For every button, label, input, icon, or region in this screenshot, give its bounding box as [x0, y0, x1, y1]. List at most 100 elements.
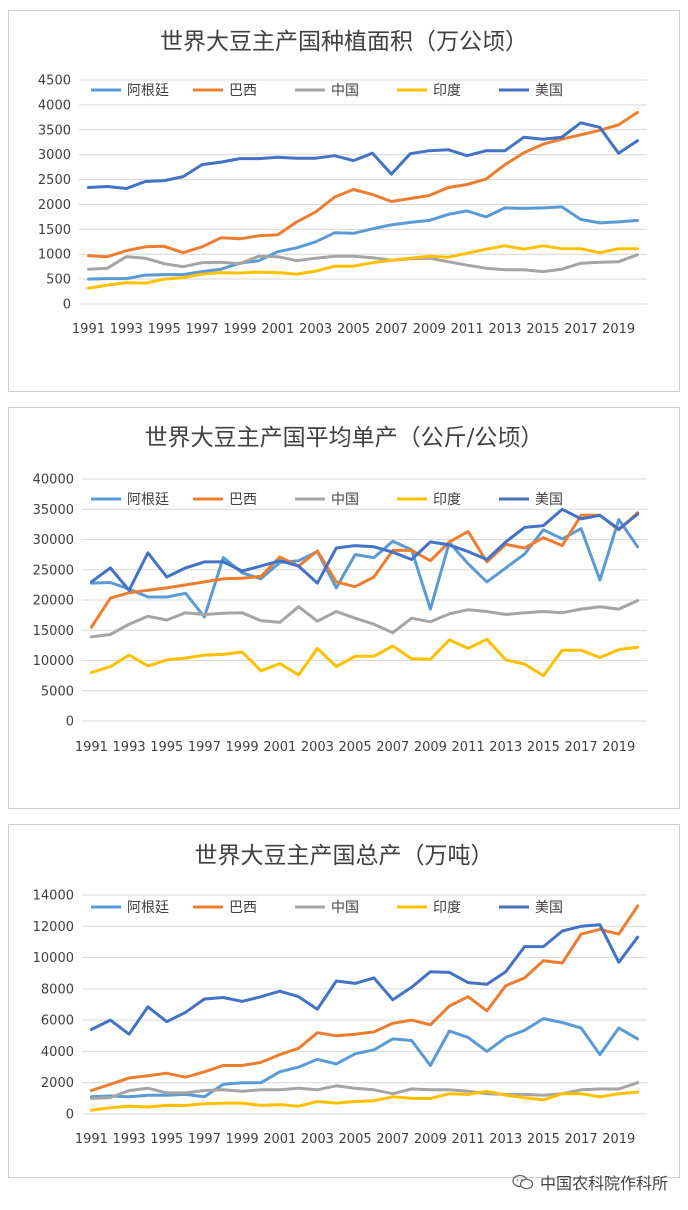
series-line	[89, 1017, 640, 1099]
y-tick-label: 4000	[41, 1045, 74, 1060]
x-tick-label: 1995	[148, 322, 181, 337]
x-tick-label: 2007	[376, 740, 409, 755]
y-tick-label: 8000	[41, 982, 74, 997]
legend-item: 美国	[499, 900, 563, 916]
chart-title: 世界大豆主产国总产（万吨）	[195, 843, 494, 869]
y-tick-label: 500	[46, 273, 71, 288]
y-tick-label: 2000	[41, 1076, 74, 1091]
x-tick-label: 2005	[339, 740, 372, 755]
legend-item: 中国	[295, 900, 359, 916]
legend-label: 中国	[331, 900, 359, 916]
x-tick-label: 2017	[564, 322, 597, 337]
x-tick-label: 1995	[150, 1132, 183, 1147]
legend-item: 阿根廷	[91, 492, 169, 508]
x-tick-label: 2001	[263, 740, 296, 755]
legend-item: 巴西	[193, 900, 257, 916]
y-tick-label: 40000	[33, 473, 74, 488]
legend-label: 阿根廷	[127, 900, 169, 916]
y-tick-label: 0	[63, 298, 71, 313]
x-tick-label: 2011	[452, 740, 485, 755]
x-tick-label: 1991	[75, 740, 108, 755]
y-tick-label: 35000	[33, 503, 74, 518]
x-tick-label: 1997	[188, 740, 221, 755]
series-line	[89, 904, 640, 1092]
production-chart-panel: 世界大豆主产国总产（万吨） 0 2000 4000 6000 8000 10000 12000…	[8, 824, 680, 1178]
x-tick-label: 2003	[299, 322, 332, 337]
y-tick-label: 20000	[33, 594, 74, 609]
y-tick-label: 14000	[33, 889, 74, 904]
series-line	[87, 110, 639, 259]
x-tick-label: 2009	[414, 740, 447, 755]
y-tick-label: 10000	[33, 951, 74, 966]
y-tick-label: 2500	[38, 173, 71, 188]
chart-title: 世界大豆主产国平均单产（公斤/公顷）	[145, 425, 544, 451]
legend-label: 美国	[535, 492, 563, 508]
legend-item: 美国	[499, 492, 563, 508]
x-tick-label: 1993	[113, 1132, 146, 1147]
x-tick-label: 1993	[113, 740, 146, 755]
legend-label: 中国	[331, 492, 359, 508]
x-tick-label: 2011	[452, 1132, 485, 1147]
y-tick-label: 1500	[38, 223, 71, 238]
x-tick-label: 1991	[75, 1132, 108, 1147]
x-tick-label: 2015	[527, 740, 560, 755]
series-line	[89, 511, 640, 629]
x-tick-label: 2019	[602, 740, 635, 755]
x-tick-label: 2009	[414, 1132, 447, 1147]
yield-chart-panel: 世界大豆主产国平均单产（公斤/公顷） 0 5000 10000 15000 20000 25…	[8, 407, 680, 809]
x-tick-label: 2019	[602, 1132, 635, 1147]
series-line	[89, 599, 640, 639]
legend-label: 中国	[331, 83, 359, 99]
legend-item: 巴西	[193, 83, 257, 99]
series-line	[87, 121, 639, 190]
x-tick-label: 2009	[413, 322, 446, 337]
legend-item: 阿根廷	[91, 900, 169, 916]
x-tick-label: 2015	[526, 322, 559, 337]
legend-item: 巴西	[193, 492, 257, 508]
legend-label: 印度	[433, 492, 461, 508]
x-tick-label: 2013	[488, 322, 521, 337]
x-tick-label: 2013	[489, 1132, 522, 1147]
legend-item: 印度	[397, 900, 461, 916]
legend-label: 巴西	[229, 83, 257, 99]
area-chart: 世界大豆主产国种植面积（万公顷） 0 500 1000 1500 2000 2500 3000…	[38, 29, 647, 337]
x-tick-label: 2001	[261, 322, 294, 337]
x-tick-label: 2017	[565, 740, 598, 755]
x-tick-label: 2011	[451, 322, 484, 337]
watermark: 中国农科院作科所	[512, 1170, 668, 1194]
x-tick-label: 2005	[337, 322, 370, 337]
x-tick-label: 1995	[150, 740, 183, 755]
y-tick-label: 30000	[33, 533, 74, 548]
y-tick-label: 1000	[38, 248, 71, 263]
x-tick-label: 2019	[602, 322, 635, 337]
y-tick-label: 3000	[38, 148, 71, 163]
watermark-text: 中国农科院作科所	[539, 1174, 668, 1193]
x-tick-label: 1997	[188, 1132, 221, 1147]
series-line	[89, 507, 640, 592]
x-tick-label: 1999	[226, 1132, 259, 1147]
production-chart: 世界大豆主产国总产（万吨） 0 2000 4000 6000 8000 10000 12000…	[33, 843, 647, 1147]
y-tick-label: 15000	[33, 624, 74, 639]
series-line	[89, 518, 640, 619]
series-line	[89, 1089, 640, 1112]
legend-label: 阿根廷	[127, 83, 169, 99]
series-line	[89, 1081, 640, 1100]
legend-label: 印度	[433, 900, 461, 916]
legend-item: 印度	[397, 492, 461, 508]
series-line	[87, 244, 639, 290]
y-tick-label: 4500	[38, 74, 71, 89]
x-tick-label: 2015	[527, 1132, 560, 1147]
x-tick-label: 2003	[301, 740, 334, 755]
y-tick-label: 4000	[38, 98, 71, 113]
x-tick-label: 2007	[375, 322, 408, 337]
legend-label: 阿根廷	[127, 492, 169, 508]
x-tick-label: 2005	[339, 1132, 372, 1147]
legend-item: 中国	[295, 492, 359, 508]
x-tick-label: 2003	[301, 1132, 334, 1147]
legend-label: 巴西	[229, 492, 257, 508]
x-tick-label: 2007	[376, 1132, 409, 1147]
x-tick-label: 1991	[72, 322, 105, 337]
x-tick-label: 1999	[226, 740, 259, 755]
legend-item: 阿根廷	[91, 83, 169, 99]
y-tick-label: 25000	[33, 563, 74, 578]
